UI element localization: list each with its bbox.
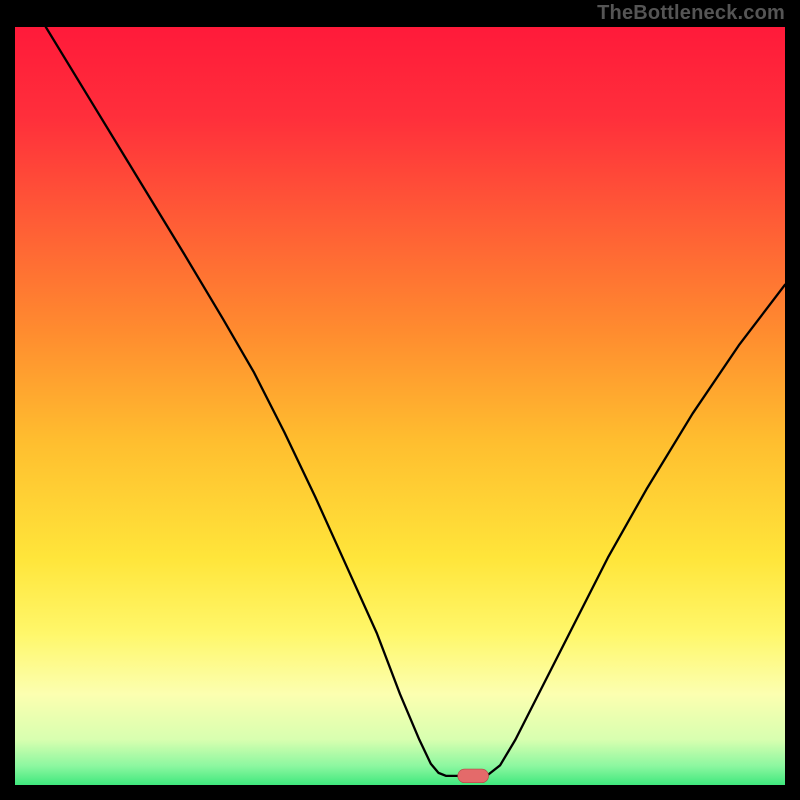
- watermark-text: TheBottleneck.com: [597, 2, 785, 25]
- bottleneck-chart-svg: [15, 27, 785, 785]
- optimum-marker: [458, 769, 489, 783]
- chart-frame: TheBottleneck.com: [0, 0, 800, 800]
- plot-area: [15, 27, 785, 785]
- gradient-background: [15, 27, 785, 785]
